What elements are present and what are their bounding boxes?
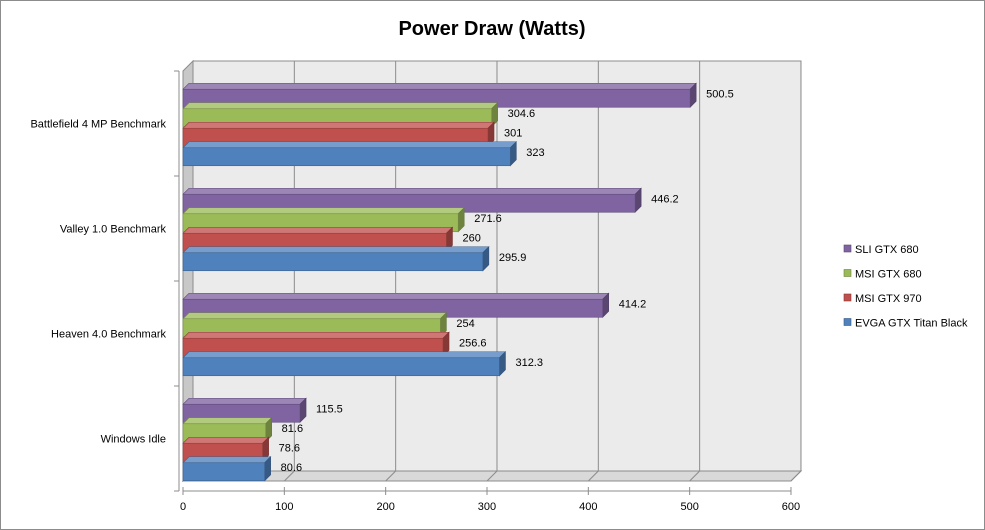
data-label: 81.6: [282, 423, 303, 435]
data-label: 115.5: [316, 403, 343, 415]
bar-evga-gtx-titan-black: [182, 351, 507, 377]
data-label: 260: [462, 232, 480, 244]
legend-item-msi-gtx-970: MSI GTX 970: [843, 293, 922, 305]
data-label: 295.9: [499, 252, 527, 264]
legend-item-msi-gtx-680: MSI GTX 680: [843, 269, 922, 281]
data-label: 500.5: [706, 88, 734, 100]
x-tick-label: 0: [180, 501, 186, 513]
x-tick-label: 500: [680, 501, 698, 513]
data-label: 323: [526, 147, 544, 159]
data-label: 271.6: [474, 213, 502, 225]
category-label: Windows Idle: [101, 434, 166, 446]
legend-label: EVGA GTX Titan Black: [855, 318, 968, 330]
data-label: 414.2: [619, 298, 647, 310]
x-tick-label: 300: [478, 501, 496, 513]
x-tick-label: 100: [275, 501, 293, 513]
data-label: 78.6: [279, 442, 300, 454]
data-label: 301: [504, 127, 522, 139]
legend-label: MSI GTX 680: [855, 269, 922, 281]
legend-label: SLI GTX 680: [855, 244, 919, 256]
category-label: Heaven 4.0 Benchmark: [51, 329, 166, 341]
legend-item-sli-gtx-680: SLI GTX 680: [843, 244, 919, 256]
data-label: 80.6: [281, 462, 302, 474]
gridline: [790, 61, 802, 482]
data-label: 446.2: [651, 193, 679, 205]
x-tick-label: 400: [579, 501, 597, 513]
legend-swatch: [843, 293, 852, 302]
legend-swatch: [843, 318, 852, 326]
labels-group: 0 100 200 300 400 500 600 Battlefield 4 MP Benc…: [30, 88, 800, 513]
x-tick-label: 200: [376, 501, 394, 513]
legend-swatch: [843, 269, 852, 277]
legend-item-evga-gtx-titan-black: EVGA GTX Titan Black: [843, 318, 968, 330]
bar-evga-gtx-titan-black: [182, 456, 272, 482]
data-label: 254: [456, 318, 474, 330]
gridline: [689, 61, 701, 482]
legend: SLI GTX 680 MSI GTX 680 MSI GTX 970 EVGA GT…: [843, 244, 968, 330]
legend-label: MSI GTX 970: [855, 293, 922, 305]
bars-group: [182, 82, 697, 482]
chart-title: Power Draw (Watts): [398, 18, 585, 40]
legend-swatch: [843, 244, 852, 253]
x-tick-label: 600: [782, 501, 800, 513]
data-label: 304.6: [508, 108, 536, 120]
category-label: Battlefield 4 MP Benchmark: [30, 119, 166, 131]
data-label: 312.3: [515, 357, 543, 369]
data-label: 256.6: [459, 337, 487, 349]
bar-evga-gtx-titan-black: [182, 141, 518, 167]
bar-evga-gtx-titan-black: [182, 246, 490, 272]
category-label: Valley 1.0 Benchmark: [60, 224, 167, 236]
